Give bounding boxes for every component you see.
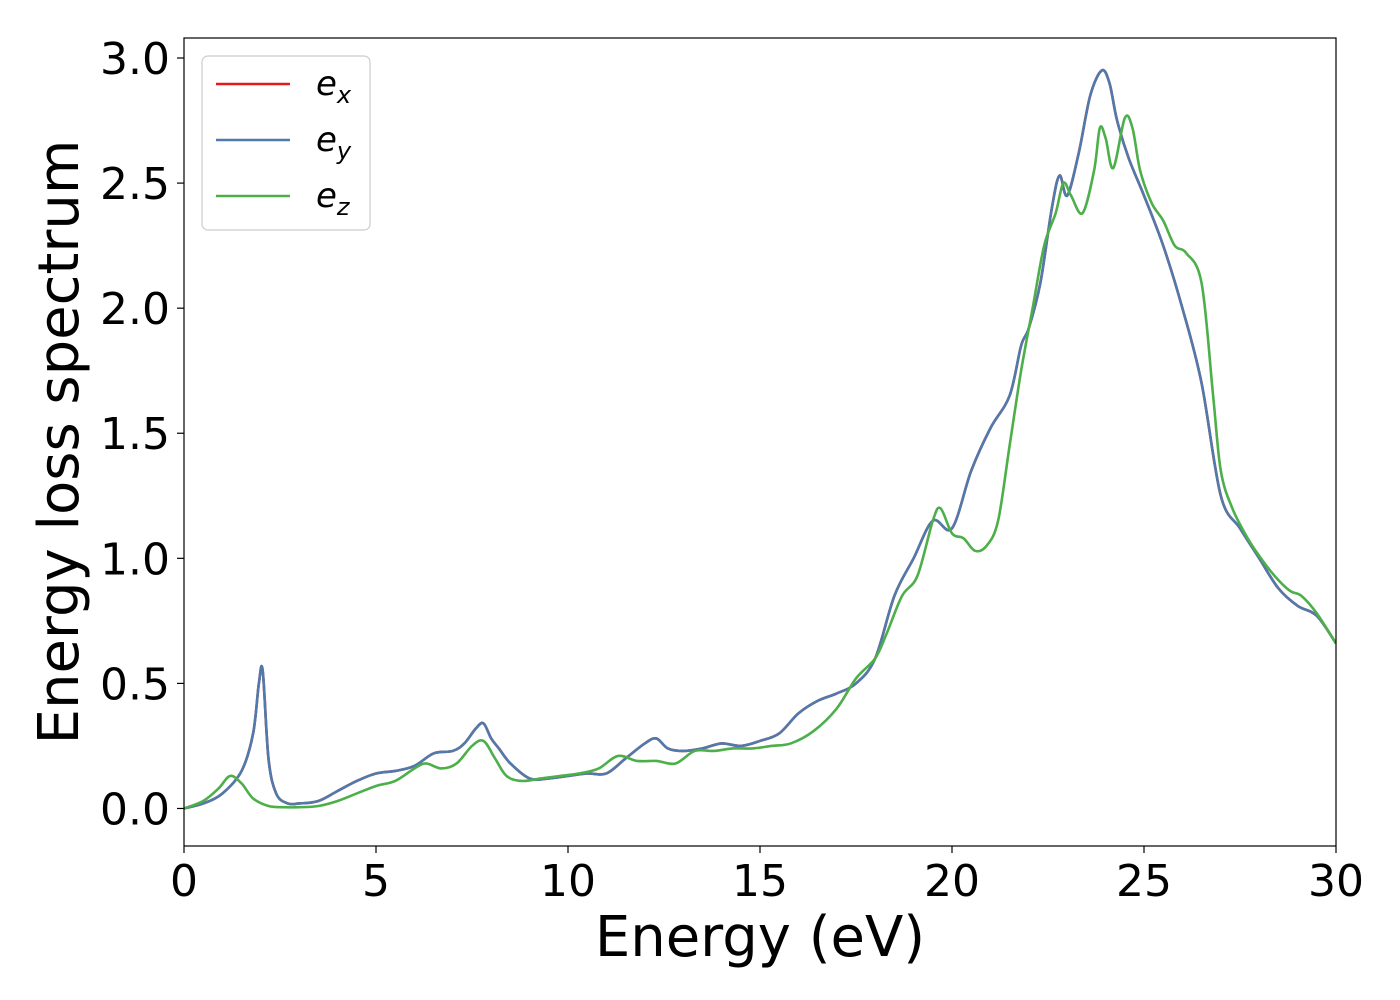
y-tick-label: 1.0 bbox=[100, 534, 170, 585]
legend-label-subscript: z bbox=[336, 193, 351, 221]
y-tick-label: 1.5 bbox=[100, 409, 170, 460]
y-tick-label: 2.0 bbox=[100, 284, 170, 335]
x-tick-label: 5 bbox=[362, 856, 390, 907]
legend-box bbox=[201, 55, 371, 231]
series-line-ez bbox=[184, 114, 1336, 810]
x-axis-ticks: 0 5 10 15 20 25 30 bbox=[170, 846, 1364, 907]
y-tick-label: 0.0 bbox=[100, 784, 170, 835]
y-tick-label: 3.0 bbox=[100, 34, 170, 85]
y-tick-label: 0.5 bbox=[100, 659, 170, 710]
y-axis-title: Energy loss spectrum bbox=[27, 140, 92, 745]
x-tick-label: 15 bbox=[732, 856, 788, 907]
x-tick-label: 20 bbox=[924, 856, 980, 907]
legend-label-subscript: x bbox=[336, 81, 352, 109]
x-tick-label: 25 bbox=[1116, 856, 1172, 907]
x-tick-label: 0 bbox=[170, 856, 198, 907]
x-axis-title: Energy (eV) bbox=[595, 905, 925, 970]
x-tick-label: 30 bbox=[1308, 856, 1364, 907]
x-tick-label: 10 bbox=[540, 856, 596, 907]
y-tick-label: 2.5 bbox=[100, 159, 170, 210]
y-axis-ticks: 0.0 0.5 1.0 1.5 2.0 2.5 3.0 bbox=[100, 34, 184, 835]
plot-lines bbox=[184, 68, 1336, 810]
legend-label-subscript: y bbox=[336, 137, 352, 165]
series-line-ey bbox=[184, 68, 1336, 810]
